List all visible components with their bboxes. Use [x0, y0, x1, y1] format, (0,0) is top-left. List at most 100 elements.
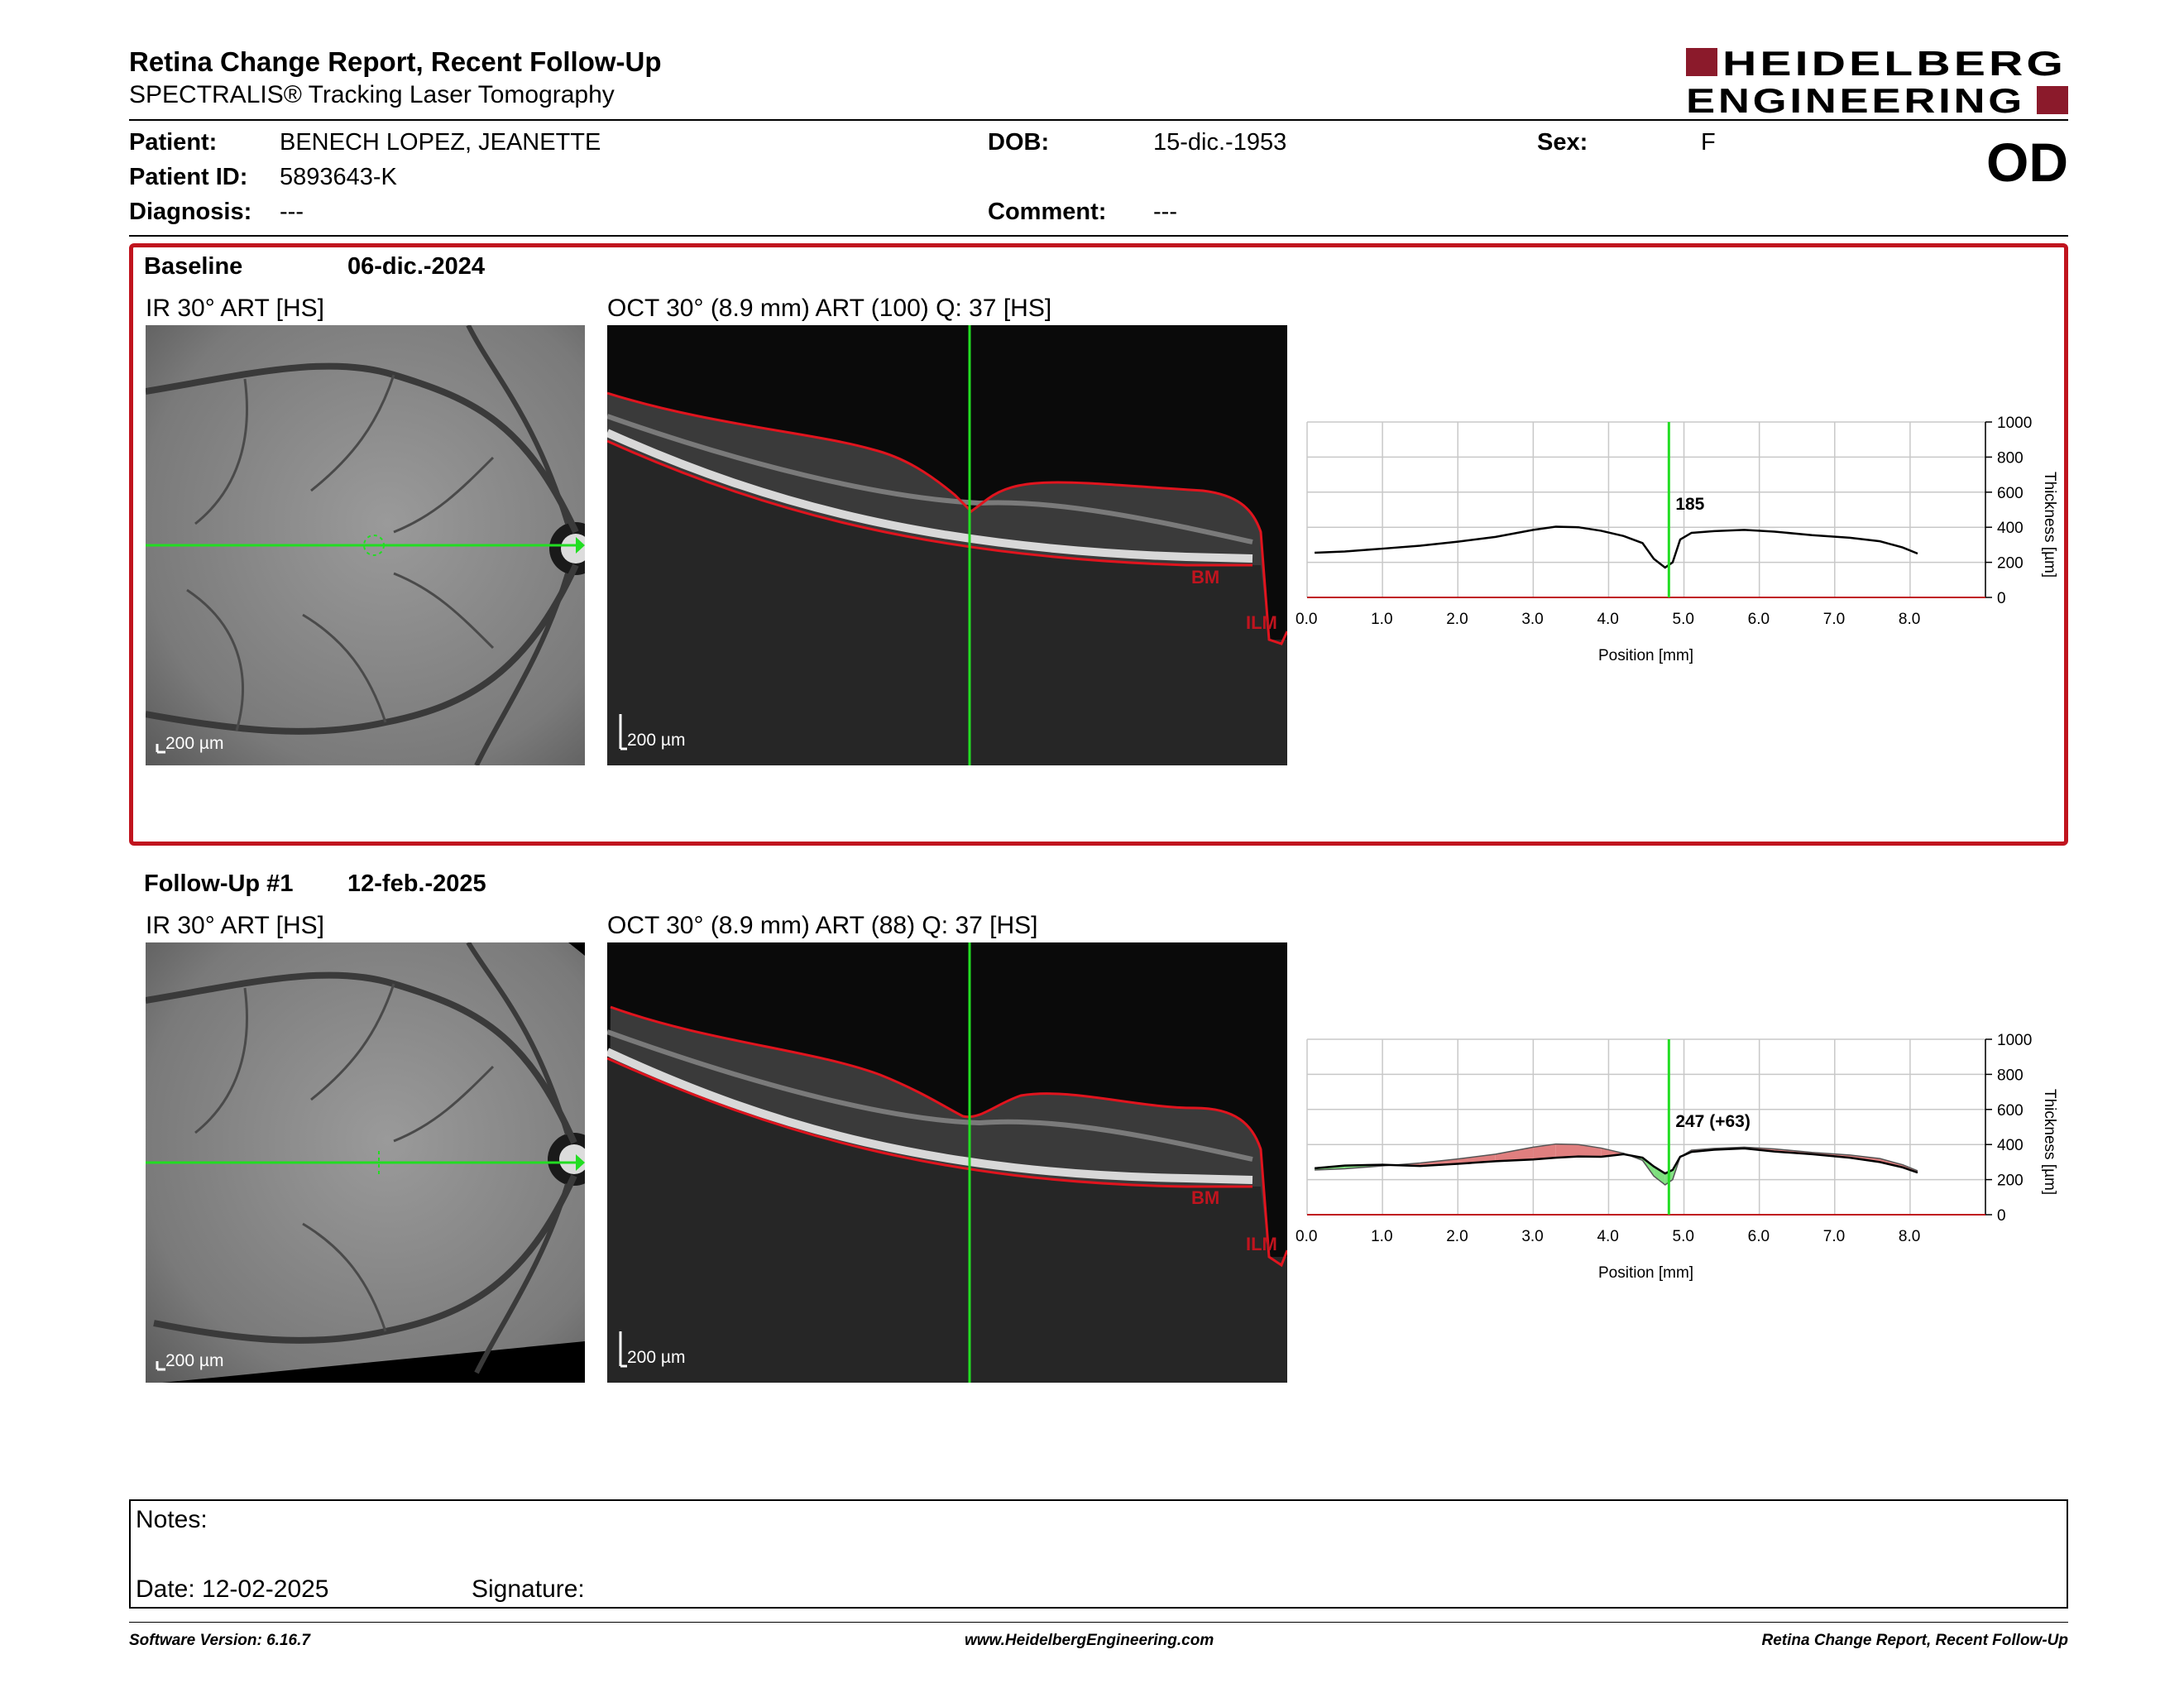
- header-rule-top: [129, 119, 2068, 121]
- thickness-increase-area: [1654, 1166, 1665, 1185]
- report-subtitle: SPECTRALIS® Tracking Laser Tomography: [129, 81, 615, 108]
- scan-arrow: [576, 1154, 585, 1171]
- logo-text-line1: HEIDELBERG: [1722, 46, 2067, 83]
- y-tick-label: 600: [1997, 485, 2024, 502]
- baseline-ir-title: IR 30° ART [HS]: [146, 295, 324, 322]
- followup-bm-label: BM: [1191, 1187, 1219, 1208]
- x-tick-label: 4.0: [1597, 1228, 1618, 1245]
- patient-label: Patient:: [129, 129, 218, 156]
- fovea-marker: [363, 535, 385, 556]
- oct-scale-bar: [619, 714, 627, 750]
- logo-text-line2: ENGINEERING: [1686, 81, 2025, 116]
- y-tick-label: 200: [1997, 1172, 2024, 1190]
- diagnosis-label: Diagnosis:: [129, 199, 252, 225]
- y-tick-label: 1000: [1997, 415, 2032, 432]
- notes-label: Notes:: [136, 1506, 208, 1533]
- x-tick-label: 8.0: [1899, 611, 1920, 628]
- patient-id-label: Patient ID:: [129, 164, 248, 190]
- footer-rule: [129, 1622, 2068, 1623]
- x-tick-label: 8.0: [1899, 1228, 1920, 1245]
- header-rule-bottom: [129, 235, 2068, 237]
- comment-label: Comment:: [988, 199, 1107, 225]
- dob-label: DOB:: [988, 129, 1050, 156]
- followup-oct-title: OCT 30° (8.9 mm) ART (88) Q: 37 [HS]: [607, 912, 1038, 939]
- retinal-vessels-small: [194, 983, 495, 1332]
- followup-thickness-chart: 0.0 1.0 2.0 3.0 4.0 5.0 6.0 7.0 8.0 0 200 400 600 800…: [1296, 1032, 2058, 1282]
- oct-scale-bar: [619, 1331, 627, 1368]
- baseline-oct-image: BM ILM 200 µm: [607, 325, 1287, 765]
- inner-layer-band: [607, 1029, 1253, 1162]
- comment-value: ---: [1153, 199, 1177, 225]
- baseline-ilm-label: ILM: [1246, 612, 1277, 633]
- cursor-value-label: 247 (+63): [1675, 1112, 1750, 1131]
- y-tick-label: 800: [1997, 449, 2024, 467]
- ir-scale-bar: [156, 744, 165, 754]
- followup-label: Follow-Up #1: [144, 870, 294, 897]
- choroid-tissue: [607, 441, 1287, 765]
- y-tick-label: 200: [1997, 555, 2024, 573]
- baseline-date: 06-dic.-2024: [347, 253, 486, 280]
- x-tick-label: 0.0: [1296, 1228, 1317, 1245]
- footer-website[interactable]: www.HeidelbergEngineering.com: [965, 1632, 1214, 1649]
- x-tick-label: 4.0: [1597, 611, 1618, 628]
- logo-block-bottom: [2037, 86, 2068, 114]
- rpe-band: [607, 1048, 1253, 1184]
- y-tick-label: 0: [1997, 590, 2006, 607]
- sex-label: Sex:: [1537, 129, 1588, 156]
- notes-signature-label: Signature:: [472, 1575, 585, 1603]
- sex-value: F: [1701, 129, 1716, 156]
- x-tick-label: 6.0: [1748, 611, 1770, 628]
- diagnosis-value: ---: [280, 199, 304, 225]
- baseline-box: [129, 243, 2068, 846]
- x-tick-label: 7.0: [1823, 1228, 1845, 1245]
- footer-report-name: Retina Change Report, Recent Follow-Up: [1761, 1632, 2068, 1649]
- baseline-thickness-line: [1315, 1143, 1918, 1186]
- followup-date: 12-feb.-2025: [347, 870, 486, 897]
- bm-segmentation: [607, 439, 1252, 567]
- x-tick-label: 1.0: [1371, 611, 1392, 628]
- baseline-thickness-line: [1315, 525, 1918, 569]
- baseline-thickness-chart: 0.0 1.0 2.0 3.0 4.0 5.0 6.0 7.0 8.0 0 200 400 600 800…: [1296, 415, 2058, 664]
- ilm-segmentation: [610, 1005, 1287, 1268]
- thickness-decrease-area: [1533, 1144, 1556, 1160]
- x-tick-label: 6.0: [1748, 1228, 1770, 1245]
- report-title: Retina Change Report, Recent Follow-Up: [129, 46, 662, 77]
- inner-layer-band: [607, 414, 1253, 544]
- footer-version: Software Version: 6.16.7: [129, 1632, 310, 1649]
- eye-indicator: OD: [1986, 132, 2068, 193]
- baseline-oct-title: OCT 30° (8.9 mm) ART (100) Q: 37 [HS]: [607, 295, 1052, 322]
- bm-segmentation: [607, 1057, 1252, 1188]
- cursor-value-label: 185: [1675, 495, 1704, 514]
- patient-id: 5893643-K: [280, 164, 397, 190]
- followup-ilm-label: ILM: [1246, 1234, 1277, 1254]
- baseline-label: Baseline: [144, 253, 243, 280]
- followup-oct-scale: 200 µm: [627, 1348, 685, 1367]
- dob-value: 15-dic.-1953: [1153, 129, 1287, 156]
- y-tick-label: 0: [1997, 1207, 2006, 1225]
- notes-date: Date: 12-02-2025: [136, 1575, 329, 1603]
- thickness-decrease-area: [1495, 1147, 1534, 1162]
- heidelberg-logo: HEIDELBERG ENGINEERING: [1686, 46, 2068, 116]
- rpe-band: [607, 429, 1253, 563]
- baseline-ir-image: 200 µm: [146, 325, 585, 765]
- logo-block-top: [1686, 48, 1717, 76]
- followup-oct-image: BM ILM 200 µm: [607, 942, 1287, 1383]
- x-tick-label: 3.0: [1521, 1228, 1543, 1245]
- y-tick-label: 800: [1997, 1067, 2024, 1084]
- x-tick-label: 5.0: [1673, 611, 1694, 628]
- ir-scale-bar: [156, 1361, 165, 1371]
- followup-ir-image: 200 µm: [146, 942, 585, 1383]
- scan-arrow: [576, 537, 585, 554]
- x-tick-label: 3.0: [1521, 611, 1543, 628]
- followup-ir-title: IR 30° ART [HS]: [146, 912, 324, 939]
- y-axis-label: Thickness [µm]: [2041, 1089, 2058, 1195]
- retinal-vessels-small: [186, 374, 495, 731]
- x-tick-label: 0.0: [1296, 611, 1317, 628]
- followup-ir-scale: 200 µm: [165, 1351, 223, 1370]
- baseline-ir-scale: 200 µm: [165, 734, 223, 753]
- followup-thickness-line: [1315, 1147, 1918, 1175]
- baseline-oct-scale: 200 µm: [627, 731, 685, 750]
- y-tick-label: 400: [1997, 520, 2024, 537]
- x-tick-label: 2.0: [1446, 611, 1468, 628]
- y-tick-label: 400: [1997, 1137, 2024, 1154]
